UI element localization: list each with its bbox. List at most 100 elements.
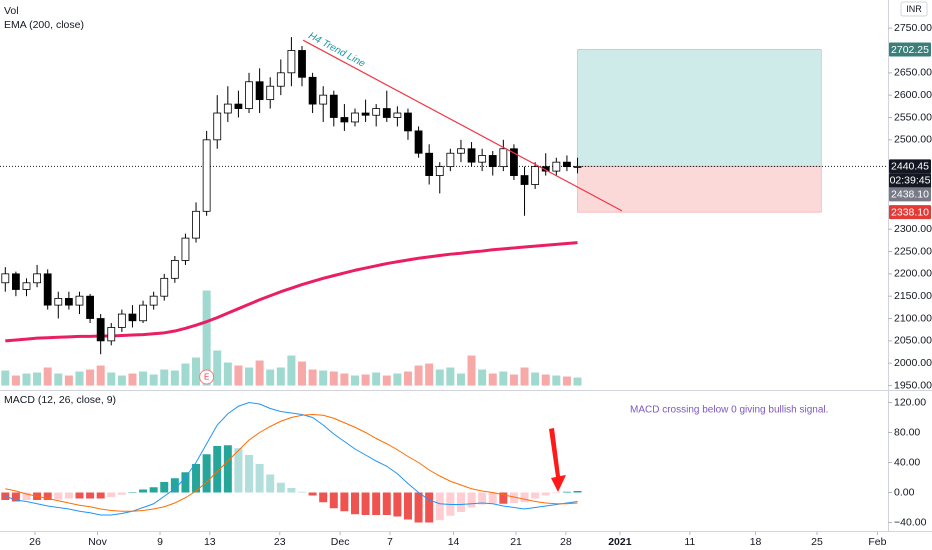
candle-body xyxy=(33,273,41,284)
event-marker xyxy=(199,369,215,385)
volume-bar xyxy=(234,365,243,386)
histogram-bar xyxy=(403,492,412,520)
volume-bar xyxy=(160,369,169,386)
candle-body xyxy=(488,155,497,168)
target-label: 2702.25 xyxy=(891,44,929,56)
volume-bar xyxy=(531,372,540,386)
candle-body xyxy=(160,277,169,297)
candle-body xyxy=(213,112,222,141)
candle-body xyxy=(552,161,561,172)
candle-body xyxy=(467,148,476,163)
histogram-bar xyxy=(86,492,95,499)
histogram-bar xyxy=(54,492,63,500)
volume-bar xyxy=(499,371,508,386)
candle-body xyxy=(43,273,52,306)
candle-body xyxy=(340,117,349,123)
y-tick-label: 2050.00 xyxy=(894,335,932,347)
histogram-bar xyxy=(234,448,243,493)
volume-bar xyxy=(33,372,42,386)
currency-box[interactable] xyxy=(900,1,928,17)
volume-bar xyxy=(213,350,222,386)
candle-body xyxy=(1,273,10,284)
histogram-bar xyxy=(541,492,550,496)
histogram-bar xyxy=(287,488,296,493)
bid-label: 2438.10 xyxy=(891,189,929,201)
histogram-bar xyxy=(520,492,529,503)
histogram-bar xyxy=(509,492,518,503)
y-tick-label: 1950.00 xyxy=(894,379,932,391)
stop-zone xyxy=(577,166,822,213)
histogram-bar xyxy=(382,492,391,515)
histogram-bar xyxy=(202,454,211,493)
x-tick-label: 23 xyxy=(274,536,286,548)
x-tick-label: 2021 xyxy=(608,536,632,548)
marks: EH4 Trend Line xyxy=(0,30,888,523)
volume-bar xyxy=(128,373,137,386)
y-tick-label: 0.00 xyxy=(894,486,915,498)
candle-body xyxy=(86,295,94,319)
histogram-bar xyxy=(181,472,190,493)
candle-body xyxy=(531,166,540,185)
annotation: MACD crossing below 0 giving bullish sig… xyxy=(630,405,828,416)
volume-bar xyxy=(43,367,52,386)
candle-body xyxy=(107,327,116,342)
volume-bar xyxy=(329,371,338,386)
x-tick-label: Feb xyxy=(868,536,886,548)
volume-bar xyxy=(11,375,20,386)
candle-body xyxy=(234,103,243,109)
volume-bar xyxy=(54,373,63,386)
histogram-bar xyxy=(361,492,370,515)
histogram-bar xyxy=(319,492,328,503)
volume-bar xyxy=(266,369,275,386)
x-tick-label: Dec xyxy=(331,536,350,548)
volume-bar xyxy=(573,377,582,386)
histogram-bar xyxy=(393,492,402,517)
candle-body xyxy=(457,148,465,154)
histogram-bar xyxy=(478,492,487,505)
histogram-bar xyxy=(467,492,476,508)
candle-body xyxy=(54,298,63,306)
x-tick-label: 18 xyxy=(750,536,762,548)
volume-bar xyxy=(425,363,434,386)
volume-bar xyxy=(456,373,465,386)
signal-line xyxy=(5,413,578,512)
histogram-bar xyxy=(11,492,20,502)
candle-body xyxy=(563,161,571,168)
candle-body xyxy=(96,318,105,342)
candle-body xyxy=(149,295,158,306)
candle-body xyxy=(361,112,370,116)
volume-bar xyxy=(75,371,84,386)
volume-bar xyxy=(223,362,232,386)
histogram-bar xyxy=(340,492,349,512)
candle-body xyxy=(11,273,20,290)
volume-bar xyxy=(245,367,254,386)
histogram-bar xyxy=(425,492,434,523)
candle-body xyxy=(404,112,412,132)
volume-bar xyxy=(446,367,455,386)
candle-body xyxy=(128,313,137,322)
histogram-bar xyxy=(329,492,338,509)
arrow xyxy=(549,428,566,492)
histogram-bar xyxy=(531,492,540,499)
macd-line xyxy=(5,401,578,516)
y-tick-label: 80.00 xyxy=(894,426,920,438)
volume-bar xyxy=(64,375,73,386)
candle-body xyxy=(308,76,317,105)
histogram-bar xyxy=(435,492,444,521)
x-tick-label: 7 xyxy=(387,536,393,548)
histogram-bar xyxy=(456,492,465,512)
x-tick-label: 26 xyxy=(29,536,41,548)
histogram-bar xyxy=(266,474,275,493)
volume-bar xyxy=(192,357,201,386)
candle-body xyxy=(223,103,232,114)
volume-bar xyxy=(414,365,423,386)
currency: INR xyxy=(906,4,922,14)
volume-bar xyxy=(520,367,529,386)
histogram-bar xyxy=(149,487,158,493)
volume-bar xyxy=(435,369,444,386)
event-label: E xyxy=(204,373,209,382)
candle-body xyxy=(425,152,434,176)
volume-bar xyxy=(308,369,317,386)
x-tick-label: 28 xyxy=(560,536,572,548)
